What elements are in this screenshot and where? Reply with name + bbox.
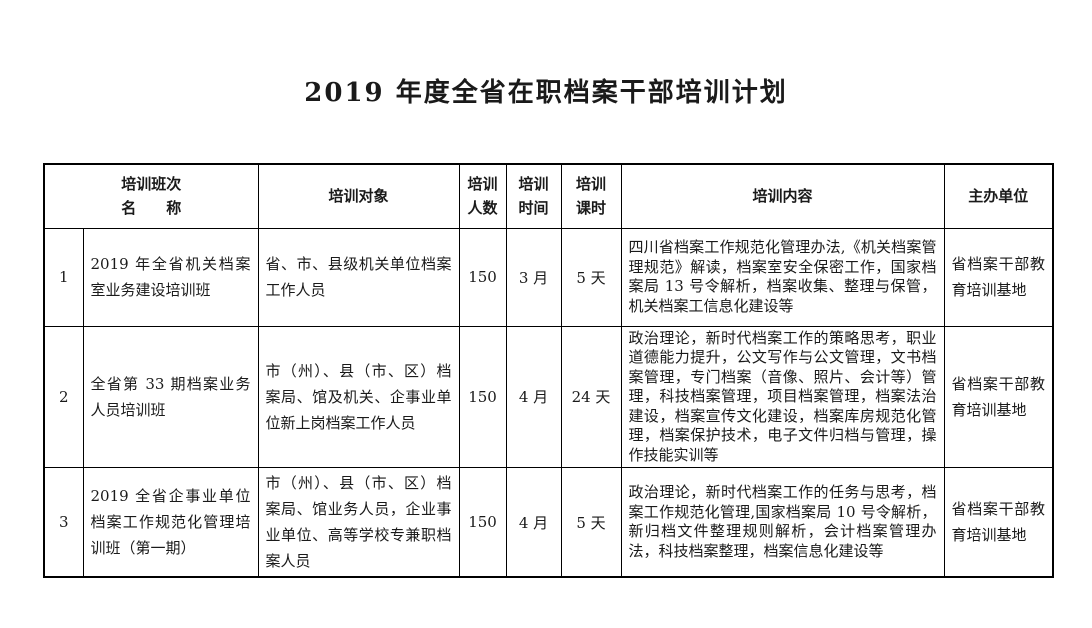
table-row: 2 全省第 33 期档案业务人员培训班 市（州）、县（市、区）档案局、馆及机关、… — [43, 325, 1054, 468]
header-hours: 培训 课时 — [560, 163, 622, 229]
class-name-cell: 2019 全省企事业单位档案工作规范化管理培训班（第一期） — [82, 467, 259, 578]
time-cell: 3 月 — [505, 227, 562, 327]
organizer-cell: 省档案干部教育培训基地 — [943, 325, 1054, 468]
header-class-name-line1: 培训班次 — [121, 175, 182, 194]
header-hours-line2: 课时 — [576, 199, 607, 218]
count-cell: 150 — [458, 325, 507, 468]
header-count-line1: 培训 — [467, 175, 498, 194]
header-content: 培训内容 — [620, 163, 945, 229]
content-cell: 四川省档案工作规范化管理办法,《机关档案管理规范》解读，档案室安全保密工作，国家… — [620, 227, 945, 327]
hours-cell: 24 天 — [560, 325, 622, 468]
organizer-cell: 省档案干部教育培训基地 — [943, 227, 1054, 327]
header-time: 培训 时间 — [505, 163, 562, 229]
table-row: 1 2019 年全省机关档案室业务建设培训班 省、市、县级机关单位档案工作人员 … — [43, 227, 1054, 327]
time-cell: 4 月 — [505, 467, 562, 578]
header-target: 培训对象 — [257, 163, 460, 229]
organizer-cell: 省档案干部教育培训基地 — [943, 467, 1054, 578]
header-class-name-line2: 名 称 — [121, 199, 182, 218]
header-hours-line1: 培训 — [576, 175, 607, 194]
header-organizer: 主办单位 — [943, 163, 1054, 229]
table-header-row: 培训班次名 称 培训对象 培训人数 培训时间 培训课时 培训内容 主办单位 — [43, 163, 1054, 229]
class-name-cell: 2019 年全省机关档案室业务建设培训班 — [82, 227, 259, 327]
training-plan-table: 培训班次名 称 培训对象 培训人数 培训时间 培训课时 培训内容 主办单位 1 … — [43, 163, 1055, 578]
row-number-cell: 1 — [43, 227, 84, 327]
hours-cell: 5 天 — [560, 467, 622, 578]
class-name-cell: 全省第 33 期档案业务人员培训班 — [82, 325, 259, 468]
header-class-name: 培训班次名 称 — [43, 163, 259, 229]
hours-cell: 5 天 — [560, 227, 622, 327]
count-cell: 150 — [458, 467, 507, 578]
table-row: 3 2019 全省企事业单位档案工作规范化管理培训班（第一期） 市（州）、县（市… — [43, 467, 1054, 578]
time-cell: 4 月 — [505, 325, 562, 468]
row-number-cell: 3 — [43, 467, 84, 578]
page-title: 2019 年度全省在职档案干部培训计划 — [304, 78, 788, 108]
header-time-line1: 培训 — [518, 175, 549, 194]
target-cell: 市（州）、县（市、区）档案局、馆业务人员，企业事业单位、高等学校专兼职档案人员 — [257, 467, 460, 578]
header-time-line2: 时间 — [518, 199, 549, 218]
count-cell: 150 — [458, 227, 507, 327]
header-count: 培训 人数 — [458, 163, 507, 229]
header-count-line2: 人数 — [467, 199, 498, 218]
target-cell: 省、市、县级机关单位档案工作人员 — [257, 227, 460, 327]
content-cell: 政治理论，新时代档案工作的任务与思考，档案工作规范化管理,国家档案局 10 号令… — [620, 467, 945, 578]
row-number-cell: 2 — [43, 325, 84, 468]
target-cell: 市（州）、县（市、区）档案局、馆及机关、企事业单位新上岗档案工作人员 — [257, 325, 460, 468]
content-cell: 政治理论，新时代档案工作的策略思考，职业道德能力提升，公文写作与公文管理，文书档… — [620, 325, 945, 468]
